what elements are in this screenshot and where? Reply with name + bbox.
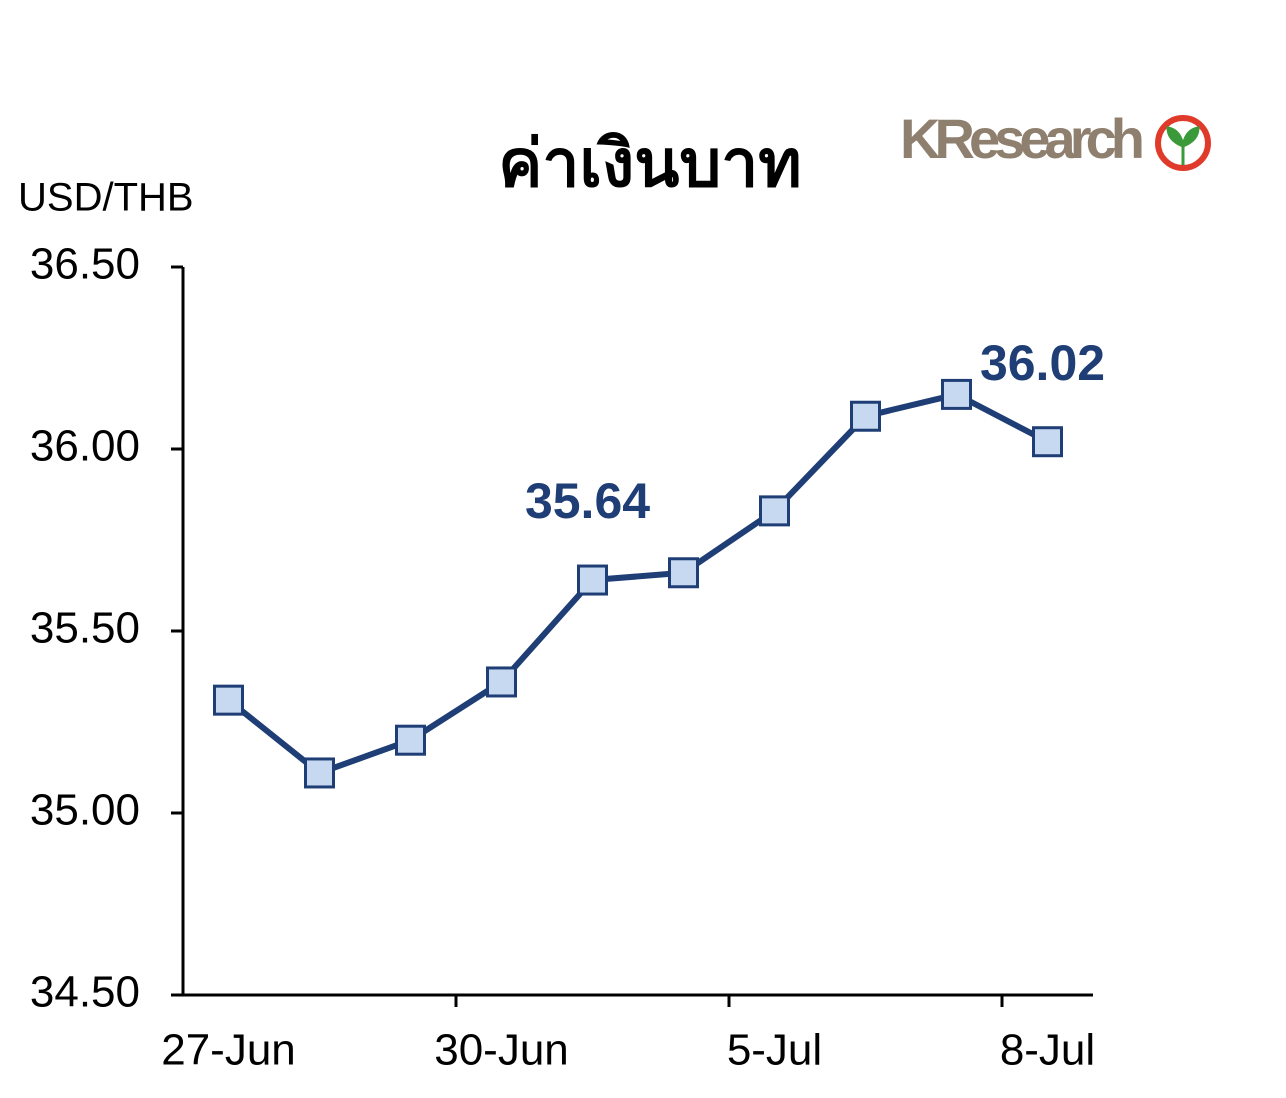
x-tick-label: 27-Jun [161,1026,296,1075]
chart-title: ค่าเงินบาท [498,125,802,202]
point-marker [213,684,244,716]
point-marker [577,564,608,596]
logo-text: KResearch [900,107,1145,170]
x-tick-label: 8-Jul [1000,1026,1095,1075]
x-tick-label: 30-Jun [434,1026,569,1075]
y-tick-label: 35.00 [30,786,140,835]
point-marker [759,495,790,527]
point-marker [304,757,335,789]
point-marker [941,378,972,410]
y-tick-label: 36.50 [30,240,140,289]
point-marker [850,400,881,432]
data-label: 35.64 [525,473,650,529]
point-marker [1032,426,1063,458]
point-marker [486,666,517,698]
y-axis-label: USD/THB [18,176,194,220]
data-label: 36.02 [980,335,1105,391]
logo-icon [1155,115,1211,171]
x-tick-label: 5-Jul [727,1026,822,1075]
series-line [226,391,1049,776]
y-tick-label: 35.50 [30,604,140,653]
y-tick-label: 34.50 [30,968,140,1017]
point-marker [395,724,426,756]
point-marker [668,557,699,589]
y-tick-label: 36.00 [30,422,140,471]
